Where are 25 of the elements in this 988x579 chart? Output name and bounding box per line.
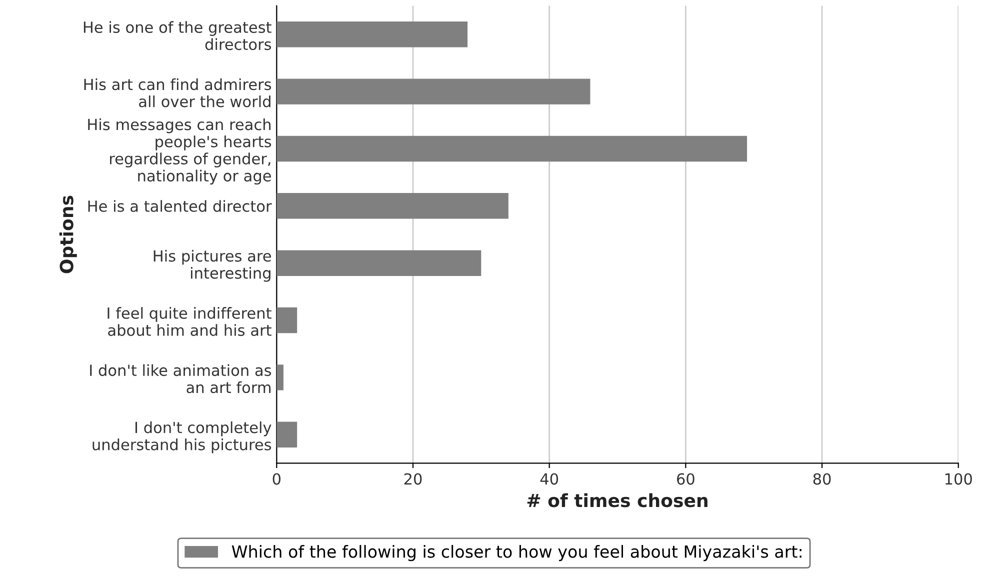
bar	[276, 78, 590, 104]
y-tick-label: His messages can reach people's hearts regardless of gender, nationality or age	[88, 118, 272, 185]
y-tick-label: I don't completely understand his pictures	[92, 421, 272, 454]
x-tick-label: 0	[272, 473, 280, 485]
x-tick-label: 40	[540, 473, 558, 485]
x-tick-label: 80	[813, 473, 831, 485]
y-tick-label: I don't like animation as an art form	[90, 364, 272, 394]
y-tick-label: His pictures are interesting	[154, 250, 271, 282]
bar	[276, 364, 284, 390]
bar	[276, 193, 508, 219]
x-axis-title: # of times chosen	[527, 493, 708, 508]
bar	[276, 250, 482, 276]
y-axis-title: Options	[59, 196, 77, 274]
bar	[276, 307, 298, 334]
y-tick-label: He is a talented director	[88, 200, 272, 212]
x-tick-label: 60	[677, 473, 694, 485]
bar	[276, 22, 468, 48]
x-tick-label: 100	[945, 473, 972, 485]
y-tick-label: His art can find admirers all over the world	[84, 78, 272, 108]
legend-label: Which of the following is closer to how you feel about Miyazaki's art:	[232, 544, 802, 562]
bar	[276, 422, 298, 448]
y-tick-label: He is one of the greatest directors	[84, 21, 272, 50]
bar	[276, 136, 748, 162]
y-tick-label: I feel quite indifferent about him and his art	[108, 307, 272, 336]
x-tick-label: 20	[404, 473, 422, 485]
